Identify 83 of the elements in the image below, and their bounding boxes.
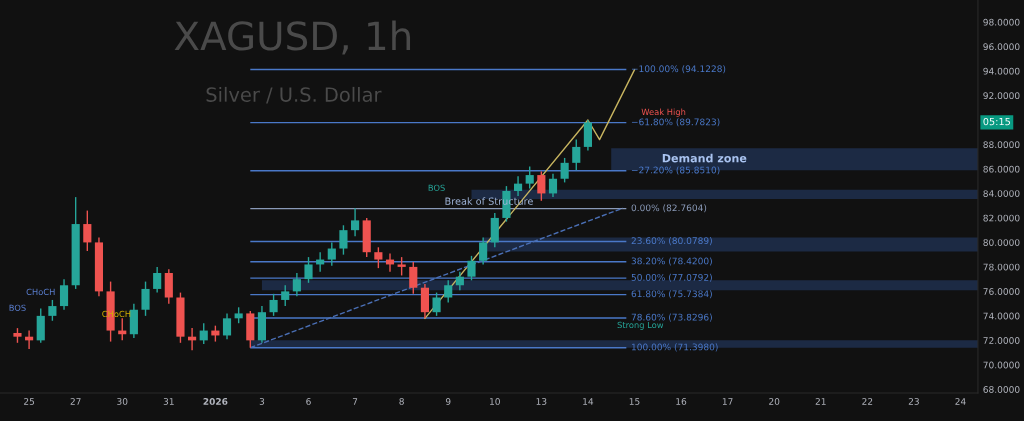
candlestick xyxy=(153,266,162,294)
x-tick-label: 17 xyxy=(722,398,733,405)
annotation: BOS xyxy=(428,184,445,191)
x-tick-label: 30 xyxy=(117,398,128,405)
candlestick xyxy=(304,256,313,284)
y-tick-label: 70.0000 xyxy=(983,361,1020,369)
x-tick-label: 21 xyxy=(815,398,826,405)
candlestick xyxy=(397,256,406,277)
annotation: CHoCH xyxy=(26,288,55,296)
x-tick-label: 8 xyxy=(399,398,404,405)
annotation: Strong Low xyxy=(617,321,664,330)
candlestick xyxy=(572,138,581,171)
x-tick-label: 7 xyxy=(352,398,358,405)
ref-line-label: 100.00% (71.3980) xyxy=(631,343,718,352)
x-tick-label: 25 xyxy=(24,398,35,405)
x-tick-label: 10 xyxy=(490,398,500,405)
candlestick xyxy=(141,280,150,317)
ref-line-label: 0.00% (82.7604) xyxy=(631,204,707,213)
x-tick-label: 14 xyxy=(583,398,594,405)
x-tick-label: 24 xyxy=(955,398,966,405)
y-tick-label: 94.0000 xyxy=(983,67,1020,75)
ref-line-label: 50.00% (77.0792) xyxy=(631,273,712,282)
candlestick xyxy=(281,284,290,307)
x-tick-label: 2026 xyxy=(203,398,228,405)
ref-line-label: 38.20% (78.4200) xyxy=(631,257,712,266)
candlestick xyxy=(467,255,476,282)
x-tick-label: 20 xyxy=(769,398,780,405)
y-tick-label: 80.0000 xyxy=(983,239,1020,246)
y-tick-label: 96.0000 xyxy=(983,43,1020,51)
candlestick xyxy=(374,246,383,269)
candlestick xyxy=(444,279,453,304)
y-tick-label: 76.0000 xyxy=(983,288,1020,295)
x-tick-label: 3 xyxy=(259,398,265,405)
x-tick-label: 13 xyxy=(536,398,547,405)
ref-line-label: 61.80% (75.7384) xyxy=(631,290,712,299)
candlestick xyxy=(199,322,208,345)
candlestick xyxy=(513,175,523,197)
y-tick-label: 78.0000 xyxy=(983,263,1020,271)
x-tick-label: 6 xyxy=(306,398,311,405)
y-tick-label: 88.0000 xyxy=(983,141,1020,149)
ref-line-label: −100.00% (94.1228) xyxy=(631,65,726,74)
x-tick-label: 15 xyxy=(629,398,640,405)
text: Silver / U.S. Dollar xyxy=(206,86,382,104)
candlestick xyxy=(409,261,418,295)
y-tick-label: 82.0000 xyxy=(983,214,1020,222)
y-tick-label: 72.0000 xyxy=(983,337,1020,344)
candlestick xyxy=(222,312,232,340)
candlestick xyxy=(351,207,360,237)
candlestick xyxy=(479,236,488,266)
candlestick xyxy=(339,224,348,256)
y-tick-label: 68.0000 xyxy=(983,386,1020,393)
candlestick xyxy=(537,170,546,202)
y-tick-label: 98.0000 xyxy=(983,18,1020,26)
x-tick-label: 27 xyxy=(70,398,81,405)
x-tick-label: 9 xyxy=(445,398,451,405)
candlestick xyxy=(292,272,301,297)
chart-title: XAGUSD, 1h xyxy=(174,20,411,55)
candlestick xyxy=(560,157,569,184)
band-label: Demand zone xyxy=(662,153,747,163)
candlestick xyxy=(525,165,534,190)
candlestick xyxy=(327,241,336,267)
candlestick xyxy=(432,291,441,317)
ref-line-label: −27.20% (85.8510) xyxy=(631,166,720,175)
x-tick-label: 22 xyxy=(862,398,873,405)
candlestick xyxy=(548,173,558,198)
y-tick-label: 92.0000 xyxy=(983,92,1020,100)
ref-line-label: 23.60% (80.0789) xyxy=(631,237,712,246)
x-tick-label: 23 xyxy=(908,398,919,405)
x-tick-label: 31 xyxy=(163,398,174,405)
candlestick xyxy=(269,293,278,317)
x-tick-label: 16 xyxy=(676,398,687,405)
y-tick-label: 74.0000 xyxy=(983,312,1020,320)
ref-line-label: −61.80% (89.7823) xyxy=(631,118,720,127)
candlestick xyxy=(455,271,464,291)
y-tick-label: 86.0000 xyxy=(983,165,1020,173)
candlestick xyxy=(59,278,69,311)
annotation: BOS xyxy=(9,304,26,311)
text: 05:15 xyxy=(983,117,1010,126)
annotation: Weak High xyxy=(641,108,686,117)
y-tick-label: 84.0000 xyxy=(983,190,1020,197)
candlestick xyxy=(83,209,92,252)
candlestick xyxy=(48,299,57,322)
ref-line-label: 78.60% (73.8296) xyxy=(631,313,712,322)
